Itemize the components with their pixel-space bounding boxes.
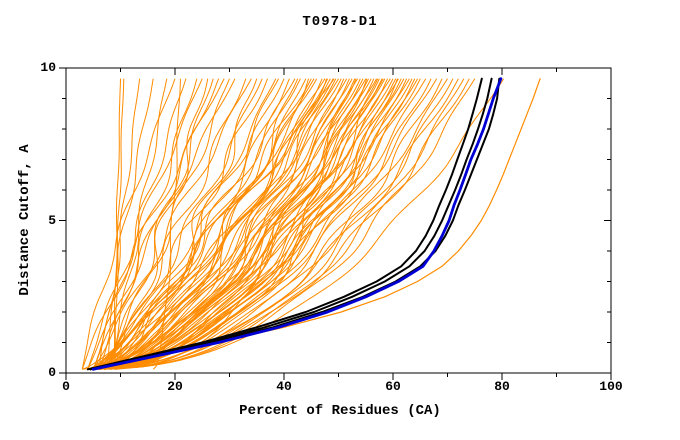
black-model-3 <box>89 77 501 371</box>
x-tick-label: 0 <box>62 379 70 394</box>
black-model-1 <box>86 77 483 371</box>
y-tick-label: 10 <box>40 60 56 75</box>
server-model-curves <box>81 78 505 370</box>
x-axis-label: Percent of Residues (CA) <box>239 403 441 419</box>
x-tick-label: 60 <box>385 379 401 394</box>
highlight-model-curves <box>86 77 541 371</box>
chart-title: T0978-D1 <box>302 14 378 30</box>
orange-outlier-model <box>87 78 541 370</box>
x-tick-label: 80 <box>494 379 510 394</box>
y-tick-label: 5 <box>48 212 56 228</box>
black-model-2 <box>89 77 493 371</box>
axes <box>59 67 612 380</box>
y-tick-label: 0 <box>48 365 56 380</box>
x-tick-label: 100 <box>599 379 623 394</box>
x-tick-label: 20 <box>167 379 183 394</box>
x-tick-label: 40 <box>276 379 292 394</box>
blue-model <box>91 77 503 371</box>
